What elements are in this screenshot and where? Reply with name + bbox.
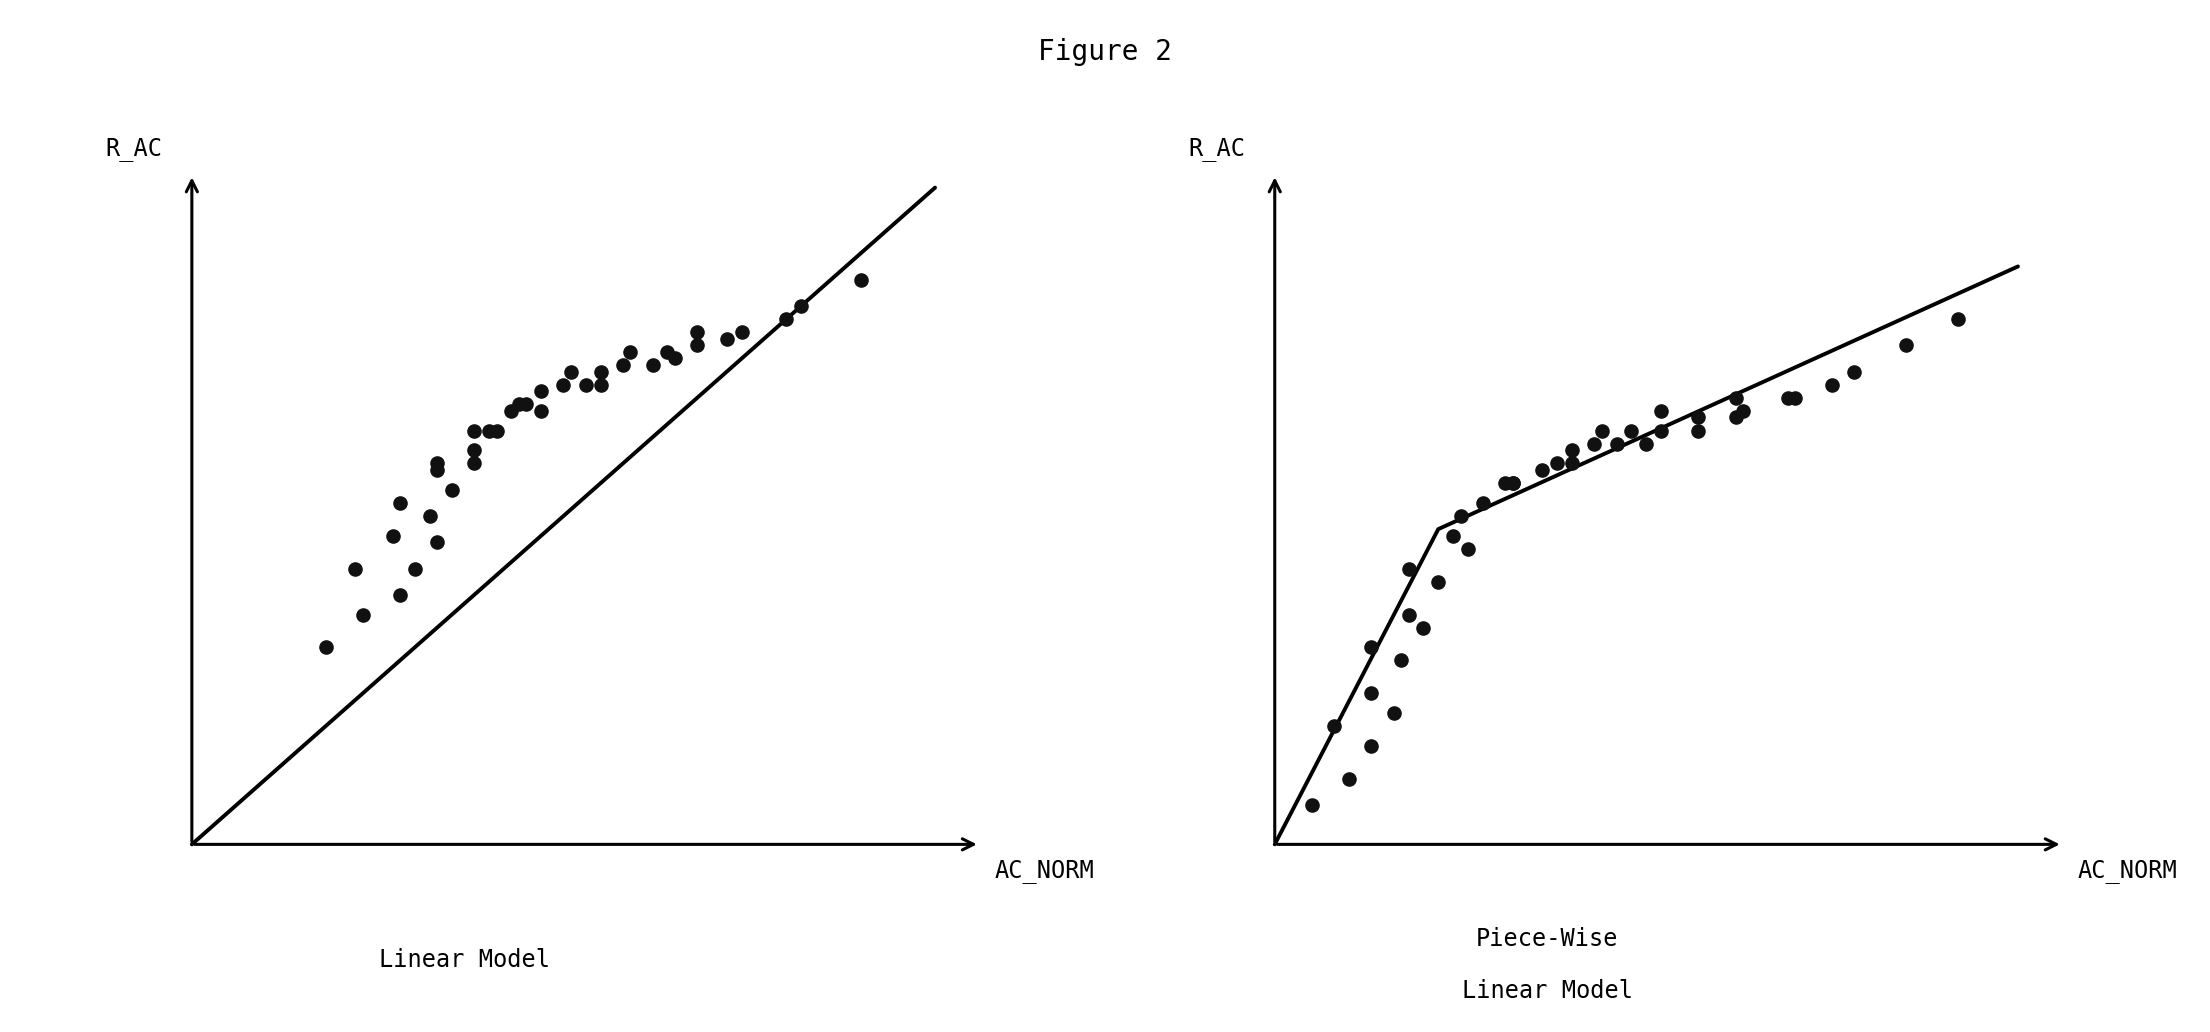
Point — [634, 357, 670, 374]
Point — [1814, 377, 1850, 393]
Point — [1406, 619, 1441, 636]
Point — [345, 606, 380, 622]
Point — [420, 455, 455, 472]
Point — [1613, 422, 1649, 439]
Point — [1940, 311, 1976, 327]
Point — [583, 377, 619, 393]
Point — [457, 455, 493, 472]
Point — [1390, 560, 1425, 577]
Point — [411, 508, 446, 524]
Point — [524, 383, 559, 399]
Point — [583, 363, 619, 380]
Point — [1540, 455, 1576, 472]
Point — [1600, 436, 1635, 452]
Point — [1585, 422, 1620, 439]
Point — [508, 396, 544, 413]
Point — [1525, 461, 1560, 478]
Point — [1450, 541, 1485, 557]
Point — [769, 311, 804, 327]
Text: Linear Model: Linear Model — [378, 947, 550, 972]
Text: AC_NORM: AC_NORM — [994, 859, 1094, 882]
Point — [1554, 442, 1589, 458]
Point — [502, 396, 537, 413]
Point — [1317, 718, 1353, 735]
Point — [1330, 771, 1366, 787]
Point — [524, 402, 559, 419]
Point — [480, 422, 515, 439]
Point — [1576, 436, 1611, 452]
Point — [1890, 337, 1925, 354]
Point — [1355, 738, 1390, 754]
Point — [725, 324, 760, 341]
Point — [1717, 410, 1753, 426]
Point — [785, 297, 820, 314]
Text: Figure 2: Figure 2 — [1039, 37, 1171, 66]
Text: AC_NORM: AC_NORM — [2077, 859, 2177, 882]
Point — [382, 494, 418, 511]
Text: Linear Model: Linear Model — [1461, 978, 1633, 1003]
Text: R_AC: R_AC — [106, 137, 161, 161]
Point — [1494, 475, 1529, 491]
Point — [338, 560, 373, 577]
Point — [1465, 494, 1501, 511]
Point — [546, 377, 581, 393]
Text: R_AC: R_AC — [1189, 137, 1244, 161]
Point — [709, 330, 745, 347]
Point — [1487, 475, 1523, 491]
Point — [1443, 508, 1478, 524]
Point — [420, 461, 455, 478]
Point — [457, 422, 493, 439]
Point — [1680, 410, 1715, 426]
Point — [493, 402, 528, 419]
Point — [307, 639, 343, 655]
Point — [1629, 436, 1664, 452]
Point — [1680, 422, 1715, 439]
Point — [1383, 652, 1419, 669]
Point — [1494, 475, 1529, 491]
Point — [1777, 389, 1812, 406]
Point — [650, 344, 685, 360]
Point — [552, 363, 588, 380]
Point — [1726, 402, 1761, 419]
Point — [1421, 574, 1456, 590]
Point — [1554, 455, 1589, 472]
Point — [678, 337, 714, 354]
Point — [382, 586, 418, 603]
Point — [1717, 389, 1753, 406]
Point — [1436, 527, 1472, 544]
Point — [1644, 402, 1680, 419]
Point — [568, 377, 603, 393]
Point — [1355, 639, 1390, 655]
Point — [612, 344, 648, 360]
Point — [1837, 363, 1872, 380]
Point — [1355, 685, 1390, 702]
Point — [457, 442, 493, 458]
Point — [678, 324, 714, 341]
Point — [376, 527, 411, 544]
Point — [1377, 705, 1412, 721]
Point — [398, 560, 433, 577]
Point — [1295, 797, 1330, 813]
Point — [842, 271, 877, 288]
Point — [656, 350, 692, 366]
Point — [420, 534, 455, 550]
Point — [1644, 422, 1680, 439]
Point — [1770, 389, 1806, 406]
Point — [606, 357, 641, 374]
Text: Piece-Wise: Piece-Wise — [1476, 927, 1618, 952]
Point — [1390, 606, 1425, 622]
Point — [435, 482, 471, 498]
Point — [471, 422, 506, 439]
